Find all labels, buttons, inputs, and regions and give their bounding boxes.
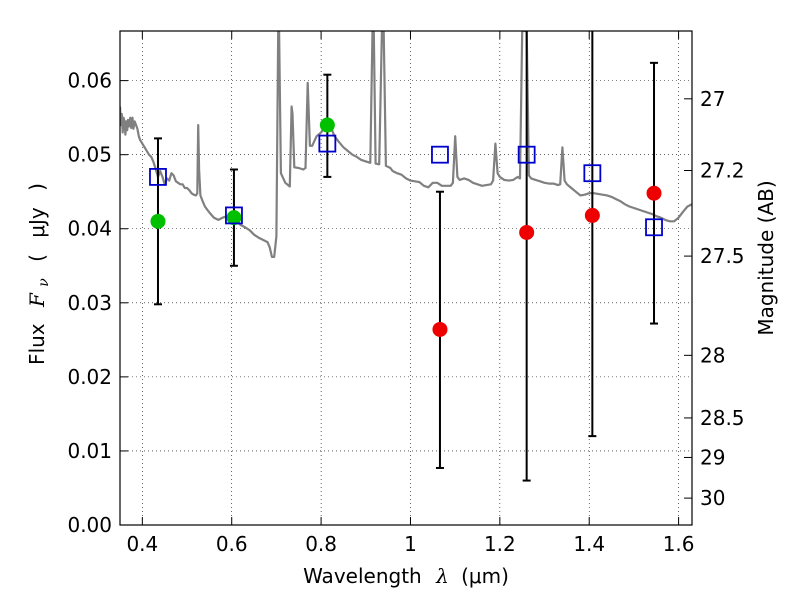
x-axis-title: Wavelength λ (μm): [303, 564, 509, 588]
y2-tick-label: 27: [700, 87, 725, 111]
spectrum-line: [120, 31, 692, 258]
y-tick-label: 0.06: [67, 69, 112, 93]
x-axis-title-symbol: λ: [435, 564, 449, 588]
y-axis-title-unit: μJy: [25, 207, 49, 238]
data-point-circle: [584, 207, 600, 223]
data-point-circle: [519, 224, 535, 240]
y-axis-title-subscript: ν: [36, 278, 52, 287]
x-tick-label: 1.6: [663, 532, 695, 556]
x-tick-label: 1.4: [573, 532, 605, 556]
x-tick-label: 0.4: [126, 532, 158, 556]
x-tick-label: 0.8: [305, 532, 337, 556]
y2-tick-label: 27.2: [700, 159, 745, 183]
x-tick-label: 1: [404, 532, 417, 556]
y-tick-label: 0.01: [67, 439, 112, 463]
data-point-square: [517, 145, 536, 164]
error-bars: [153, 31, 659, 482]
axis-ticks: 0.4 0.6 0.8 1 1.2 1.4 1.6 0.00 0.01 0.02 0.03 0.04 0…: [67, 31, 745, 556]
y-axis-title-text: Flux: [25, 323, 49, 365]
data-point-square: [431, 145, 449, 164]
plot-frame: [119, 30, 693, 526]
data-point-square: [583, 164, 602, 183]
data-point-circle: [150, 213, 166, 229]
x-axis-title-text: Wavelength: [303, 564, 422, 588]
data-point-circle: [432, 321, 448, 337]
y-axis-title: Flux F ν ( μJy ): [25, 183, 53, 365]
model-spectrum: [120, 31, 692, 258]
data-point-square: [318, 134, 337, 153]
y2-tick-label: 27.5: [700, 244, 745, 268]
y2-tick-label: 28: [700, 343, 725, 367]
y2-tick-label: 30: [700, 486, 725, 510]
y-tick-label: 0.02: [67, 365, 112, 389]
data-point-square: [149, 168, 167, 186]
data-point-square: [225, 206, 243, 225]
y-tick-label: 0.03: [67, 291, 112, 315]
y-axis-title-symbol: F: [25, 292, 49, 308]
x-axis-title-unit: (μm): [461, 564, 509, 588]
x-tick-label: 1.2: [484, 532, 516, 556]
y-tick-label: 0.00: [67, 513, 112, 537]
data-point-circle: [319, 117, 335, 133]
grid-lines: [120, 31, 692, 526]
y-axis-title-unit-open: (: [25, 254, 49, 262]
data-point-circle: [646, 185, 662, 201]
right-axis-title: Magnitude (AB): [754, 180, 778, 335]
y2-tick-label: 28.5: [700, 406, 745, 430]
y-tick-label: 0.05: [67, 143, 112, 167]
data-point-circle: [226, 210, 242, 226]
y-tick-label: 0.04: [67, 217, 112, 241]
y2-tick-label: 29: [700, 445, 725, 469]
data-markers: [149, 117, 663, 337]
x-tick-label: 0.6: [216, 532, 248, 556]
y-axis-title-unit-close: ): [25, 183, 49, 191]
data-point-square: [645, 218, 663, 237]
